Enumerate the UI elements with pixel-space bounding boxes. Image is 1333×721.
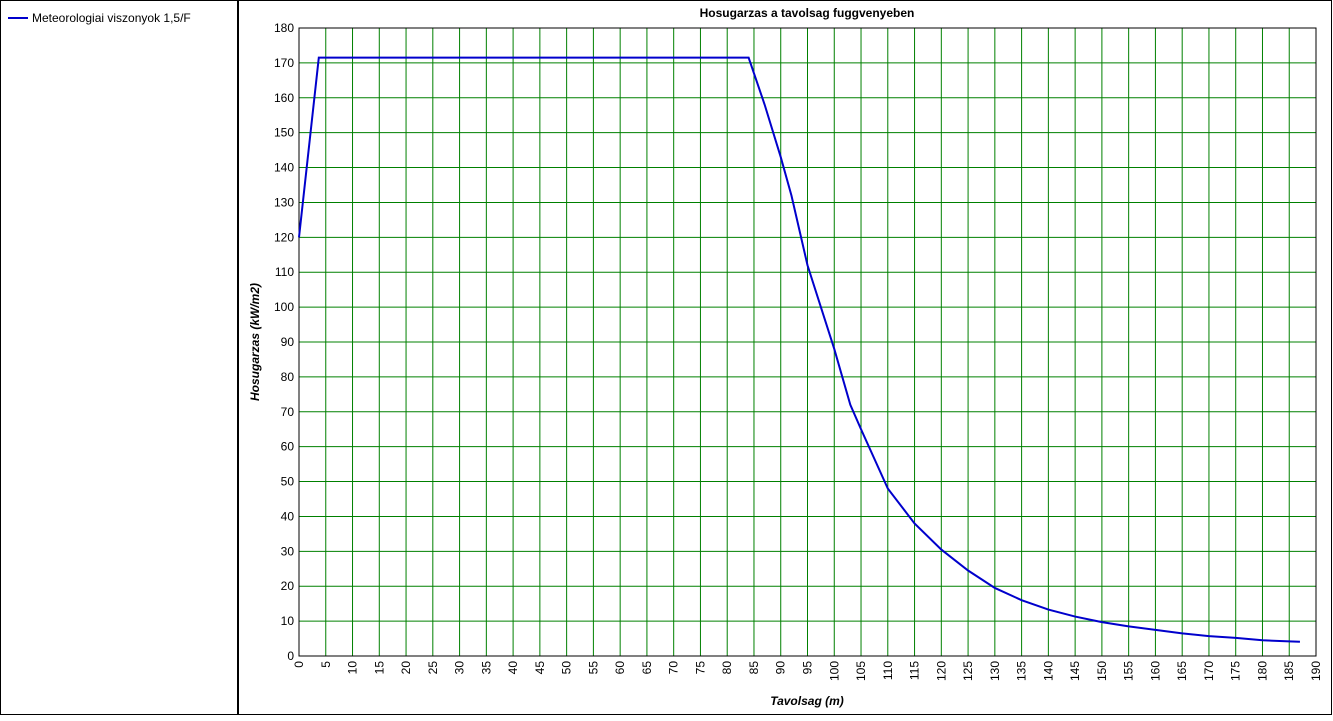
y-tick-label: 120	[274, 230, 294, 244]
y-tick-label: 40	[281, 509, 295, 523]
y-tick-label: 0	[287, 649, 294, 663]
y-tick-label: 50	[281, 475, 295, 489]
y-tick-label: 30	[281, 544, 295, 558]
legend-panel	[0, 0, 238, 715]
x-tick-label: 65	[640, 661, 654, 675]
x-tick-label: 95	[801, 661, 815, 675]
x-tick-label: 125	[961, 661, 975, 681]
x-tick-label: 175	[1229, 661, 1243, 681]
x-tick-label: 100	[827, 661, 841, 681]
x-tick-label: 120	[934, 661, 948, 681]
y-tick-label: 90	[281, 335, 295, 349]
x-tick-label: 90	[774, 661, 788, 675]
y-tick-label: 150	[274, 126, 294, 140]
y-tick-label: 60	[281, 440, 295, 454]
x-tick-label: 10	[346, 661, 360, 675]
line-series	[298, 56, 1300, 643]
y-tick-label: 10	[281, 614, 295, 628]
y-tick-label: 160	[274, 91, 294, 105]
y-tick-label: 180	[274, 21, 294, 35]
y-tick-label: 140	[274, 161, 294, 175]
y-tick-label: 70	[281, 405, 295, 419]
plot-border	[298, 27, 1317, 657]
x-tick-label: 0	[292, 661, 306, 668]
x-tick-label: 60	[613, 661, 627, 675]
x-tick-label: 150	[1095, 661, 1109, 681]
y-tick-label: 100	[274, 300, 294, 314]
x-tick-label: 160	[1148, 661, 1162, 681]
x-tick-label: 105	[854, 661, 868, 681]
x-tick-label: 145	[1068, 661, 1082, 681]
x-tick-label: 115	[908, 661, 922, 680]
chart-title: Hosugarzas a tavolsag fuggvenyeben	[700, 6, 915, 20]
y-tick-label: 130	[274, 195, 294, 209]
x-tick-label: 135	[1015, 661, 1029, 681]
y-tick-label: 110	[275, 265, 294, 279]
x-tick-label: 80	[720, 661, 734, 675]
x-tick-label: 25	[426, 661, 440, 675]
legend-label: Meteorologiai viszonyok 1,5/F	[32, 11, 191, 25]
x-tick-label: 55	[586, 661, 600, 675]
x-tick-label: 110	[881, 661, 895, 680]
x-tick-label: 45	[533, 661, 547, 675]
y-tick-label: 20	[281, 579, 295, 593]
x-tick-label: 5	[319, 661, 333, 668]
y-tick-label: 80	[281, 370, 295, 384]
x-axis-label: Tavolsag (m)	[770, 694, 844, 708]
x-tick-label: 75	[693, 661, 707, 675]
x-tick-label: 185	[1282, 661, 1296, 681]
x-tick-label: 155	[1122, 661, 1136, 681]
x-tick-label: 130	[988, 661, 1002, 681]
x-tick-label: 30	[453, 661, 467, 675]
x-tick-label: 85	[747, 661, 761, 675]
x-tick-label: 20	[399, 661, 413, 675]
x-tick-label: 165	[1175, 661, 1189, 681]
y-tick-label: 170	[274, 56, 294, 70]
x-tick-label: 50	[560, 661, 574, 675]
y-axis-label: Hosugarzas (kW/m2)	[248, 283, 262, 401]
x-tick-label: 15	[372, 661, 386, 675]
x-tick-label: 180	[1255, 661, 1269, 681]
x-tick-label: 170	[1202, 661, 1216, 681]
x-tick-label: 70	[667, 661, 681, 675]
x-tick-label: 40	[506, 661, 520, 675]
x-tick-label: 140	[1041, 661, 1055, 681]
x-tick-label: 35	[479, 661, 493, 675]
x-tick-label: 190	[1309, 661, 1323, 681]
